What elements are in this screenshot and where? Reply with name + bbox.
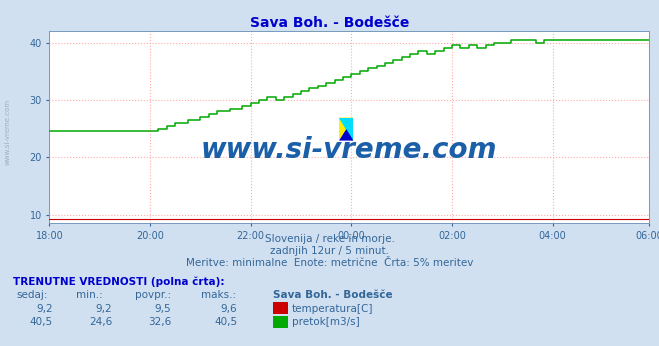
Polygon shape (339, 129, 353, 140)
Text: 9,2: 9,2 (36, 304, 53, 313)
Text: 9,5: 9,5 (155, 304, 171, 313)
Text: temperatura[C]: temperatura[C] (292, 304, 374, 313)
Text: www.si-vreme.com: www.si-vreme.com (201, 136, 498, 164)
Text: 9,2: 9,2 (96, 304, 112, 313)
Text: zadnjih 12ur / 5 minut.: zadnjih 12ur / 5 minut. (270, 246, 389, 256)
Text: sedaj:: sedaj: (16, 290, 48, 300)
Text: maks.:: maks.: (201, 290, 236, 300)
Text: 24,6: 24,6 (89, 318, 112, 327)
Text: min.:: min.: (76, 290, 103, 300)
Text: TRENUTNE VREDNOSTI (polna črta):: TRENUTNE VREDNOSTI (polna črta): (13, 277, 225, 287)
Text: povpr.:: povpr.: (135, 290, 171, 300)
Text: 40,5: 40,5 (214, 318, 237, 327)
Text: Meritve: minimalne  Enote: metrične  Črta: 5% meritev: Meritve: minimalne Enote: metrične Črta:… (186, 258, 473, 268)
Text: Sava Boh. - Bodešče: Sava Boh. - Bodešče (273, 290, 393, 300)
Polygon shape (339, 118, 353, 140)
Text: 40,5: 40,5 (30, 318, 53, 327)
Text: Slovenija / reke in morje.: Slovenija / reke in morje. (264, 234, 395, 244)
Text: www.si-vreme.com: www.si-vreme.com (5, 98, 11, 165)
Text: pretok[m3/s]: pretok[m3/s] (292, 318, 360, 327)
Text: Sava Boh. - Bodešče: Sava Boh. - Bodešče (250, 16, 409, 29)
Polygon shape (339, 118, 353, 140)
Text: 32,6: 32,6 (148, 318, 171, 327)
Text: 9,6: 9,6 (221, 304, 237, 313)
